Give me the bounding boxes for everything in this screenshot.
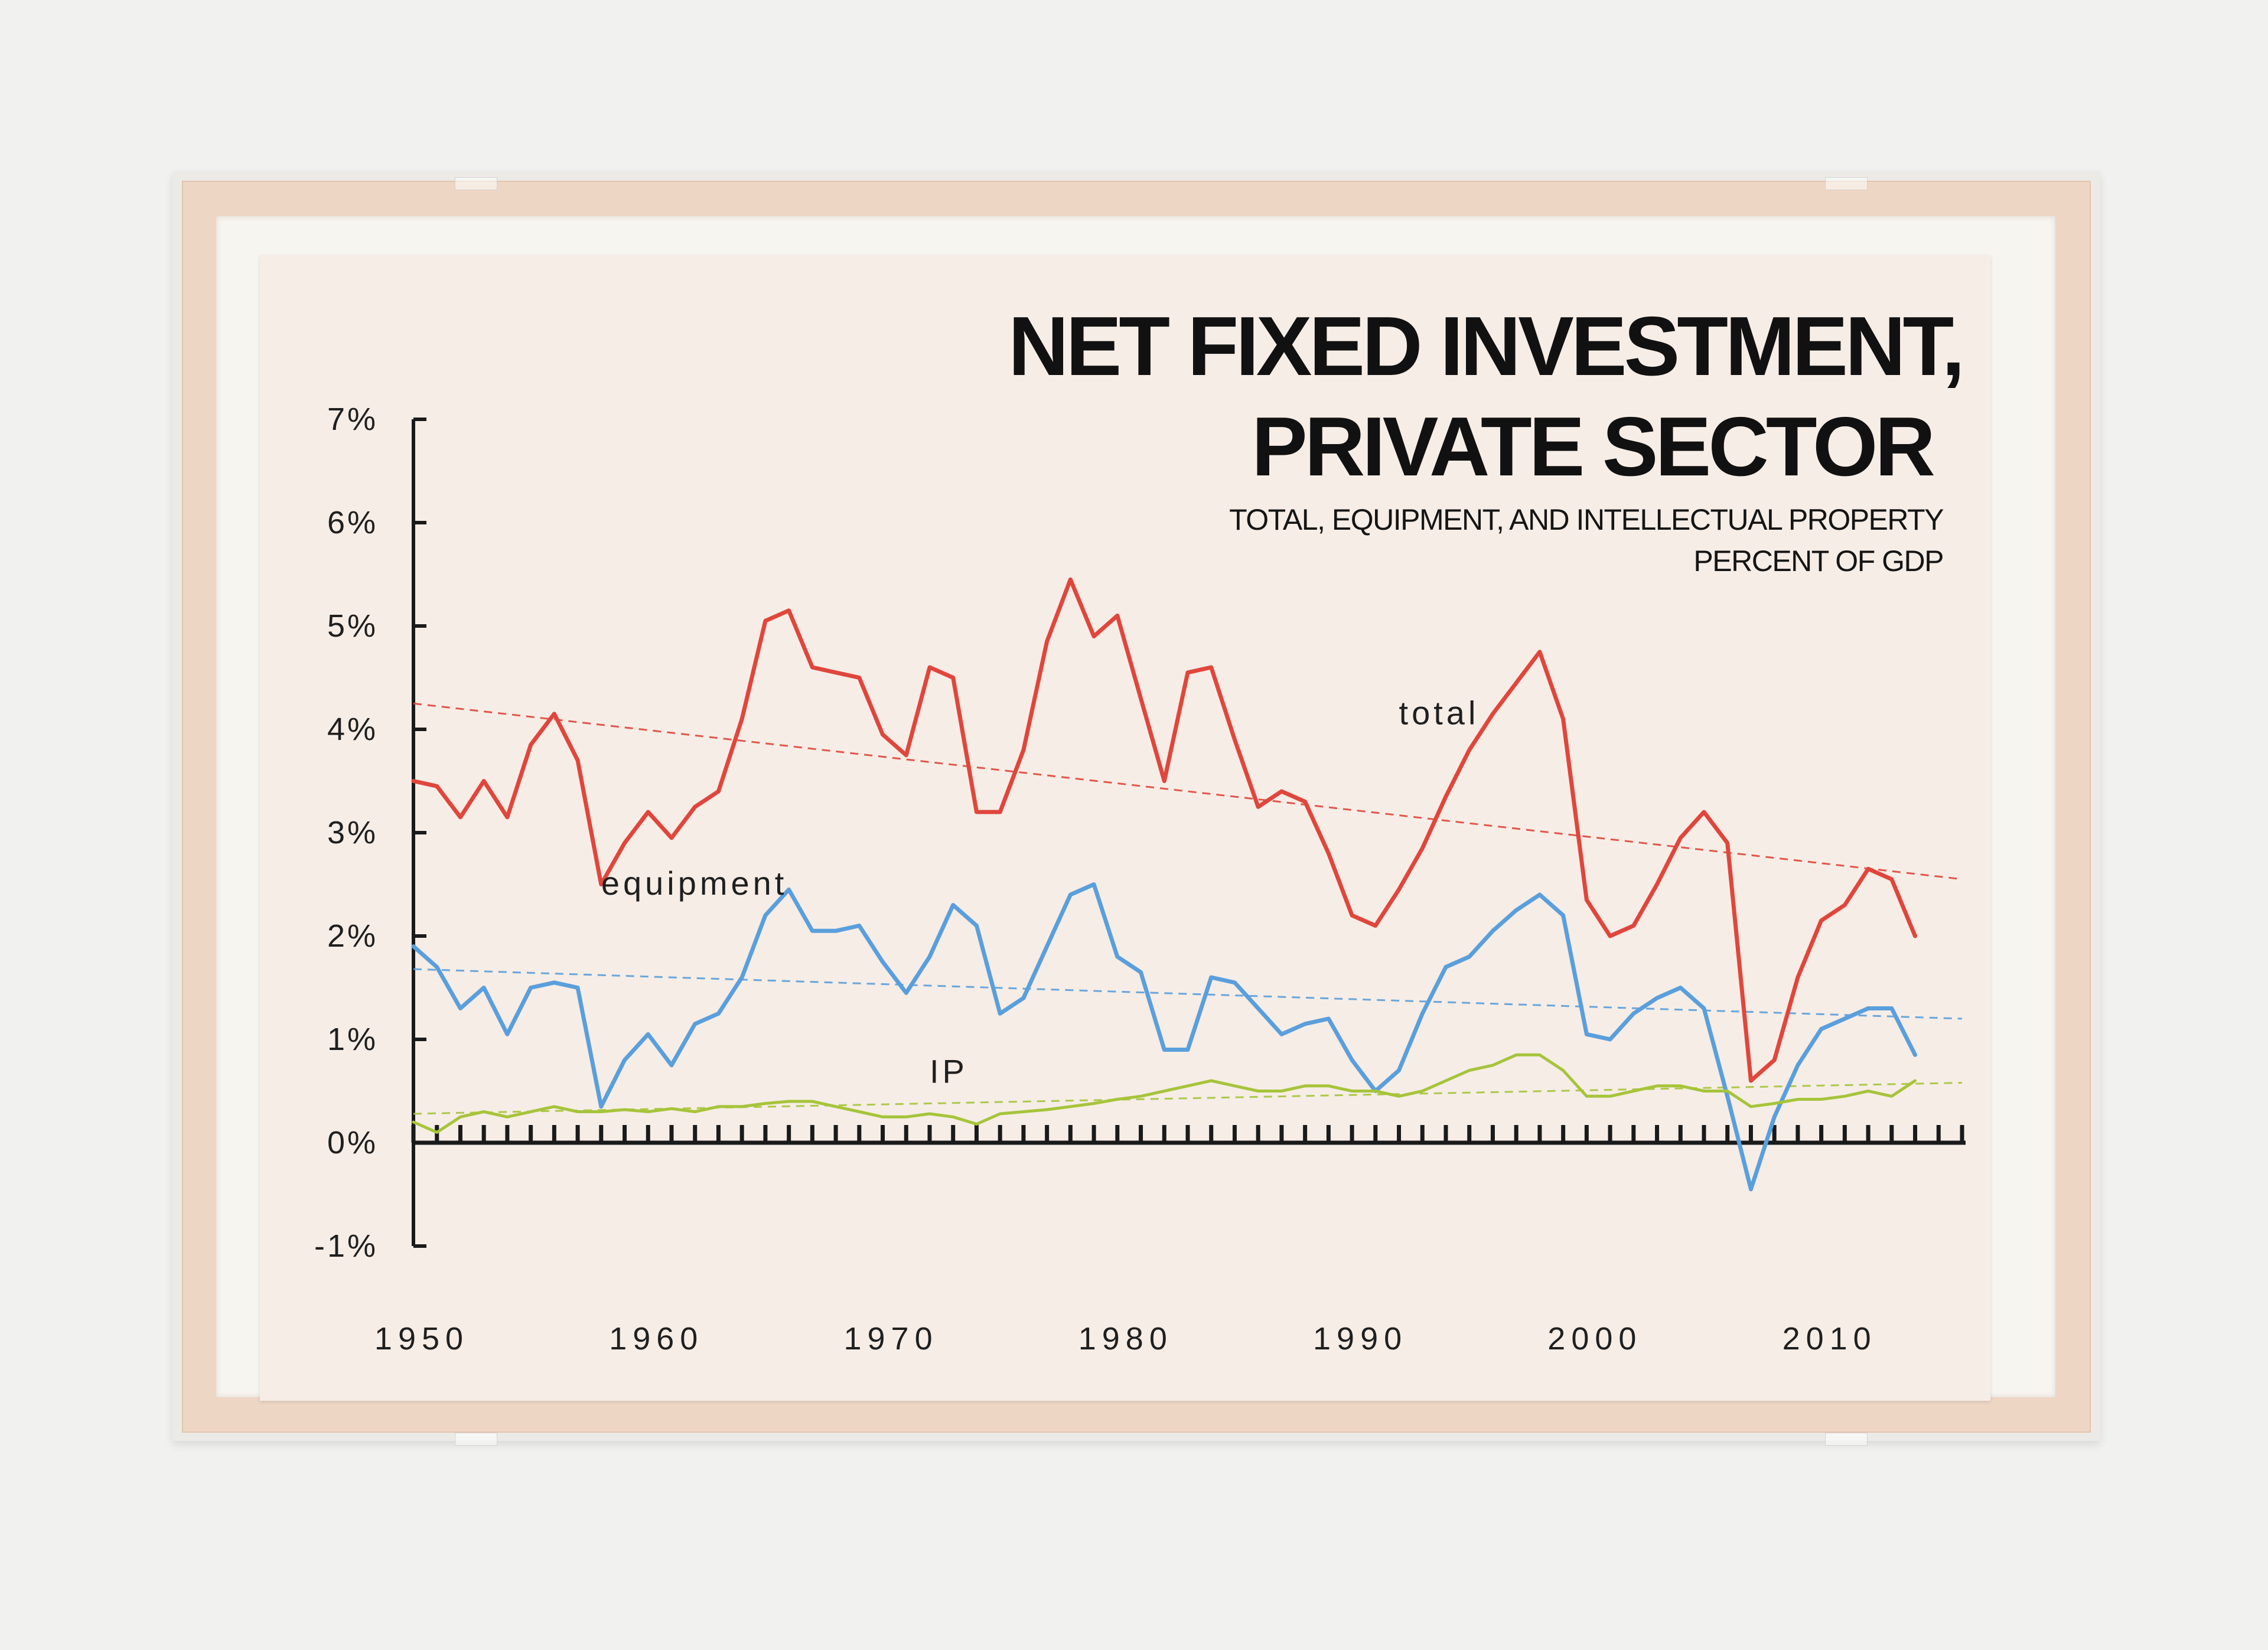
x-tick-label-4: 1990	[1313, 1321, 1407, 1356]
y-tick-label-5: 2%	[327, 918, 378, 954]
y-tick-label-7: 0%	[327, 1125, 378, 1160]
chart-subtitle-line1: TOTAL, EQUIPMENT, AND INTELLECTUAL PROPE…	[1229, 503, 1944, 536]
chart-subtitle-line2: PERCENT OF GDP	[1693, 544, 1943, 578]
y-tick-label-4: 3%	[327, 815, 378, 850]
x-tick-label-0: 1950	[374, 1321, 469, 1356]
series-line-equipment	[411, 882, 1917, 1192]
series-line-total	[411, 577, 1917, 1083]
x-tick-label-1: 1960	[609, 1321, 703, 1356]
y-tick-label-6: 1%	[327, 1022, 378, 1057]
series-label-total: total	[1399, 694, 1480, 731]
frame-clip-bottom-left	[455, 1433, 497, 1446]
y-tick-label-8: -1%	[314, 1228, 378, 1264]
x-tick-label-5: 2000	[1547, 1321, 1642, 1356]
y-tick-label-1: 6%	[327, 505, 378, 540]
trend-line-equipment	[413, 968, 1963, 1020]
frame-clip-top-right	[1825, 177, 1868, 190]
trend-layer	[413, 702, 1963, 1115]
series-label-equipment: equipment	[601, 865, 788, 902]
y-tick-label-3: 4%	[327, 712, 378, 747]
x-tick-label-6: 2010	[1783, 1321, 1877, 1356]
series-label-ip: IP	[930, 1053, 968, 1090]
x-tick-label-3: 1980	[1078, 1321, 1173, 1356]
y-tick-label-0: 7%	[327, 402, 378, 437]
label-layer: 7% 6% 5% 4% 3% 2% 1% 0% -1% 1950 1960 1970 1980 1990 2…	[314, 402, 1877, 1356]
chart-title-line1: NET FIXED INVESTMENT,	[1008, 299, 1962, 393]
chart-paper	[260, 255, 1990, 1401]
y-tick-label-2: 5%	[327, 608, 378, 644]
frame-clip-bottom-right	[1825, 1433, 1868, 1446]
series-layer	[411, 577, 1917, 1192]
chart-title-line2: PRIVATE SECTOR	[1252, 400, 1934, 494]
series-line-ip	[412, 1053, 1917, 1134]
trend-line-total	[413, 702, 1963, 881]
frame-clip-top-left	[455, 177, 497, 190]
axis-layer	[411, 418, 1966, 1248]
x-tick-label-2: 1970	[843, 1321, 938, 1356]
